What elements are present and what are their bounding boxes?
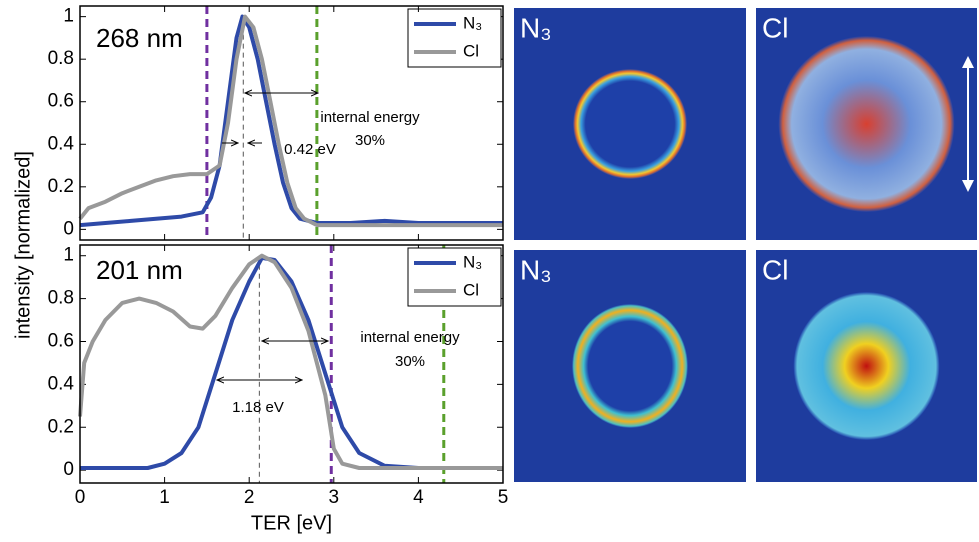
y-tick-label: 0.4 xyxy=(48,133,75,154)
series-line xyxy=(78,253,503,470)
plot-frame xyxy=(79,5,504,241)
annotation: 1.18 eV xyxy=(232,399,284,416)
y-tick-label: 0 xyxy=(63,218,74,239)
x-tick-label: 0 xyxy=(75,487,86,508)
image-signal xyxy=(572,304,688,428)
plot-frame xyxy=(79,244,504,484)
panel-label: N₃ xyxy=(520,12,552,43)
x-tick-label: 2 xyxy=(244,487,255,508)
panel-label: Cl xyxy=(762,12,788,43)
x-tick-label: 5 xyxy=(498,487,509,508)
x-tick-label: 4 xyxy=(413,487,424,508)
y-tick-label: 0.2 xyxy=(48,416,74,437)
y-tick-label: 0.2 xyxy=(48,176,74,197)
series-line xyxy=(78,14,503,228)
legend-box xyxy=(407,8,502,68)
annotation: 201 nm xyxy=(96,255,183,285)
annotation: 268 nm xyxy=(96,23,183,53)
x-axis-label: TER [eV] xyxy=(251,512,332,534)
y-tick-label: 0 xyxy=(63,459,74,480)
y-tick-label: 0.6 xyxy=(48,91,74,112)
image-signal xyxy=(793,292,940,440)
y-tick-label: 0.4 xyxy=(48,373,75,394)
legend-label: Cl xyxy=(463,280,479,299)
x-tick-label: 3 xyxy=(329,487,340,508)
panel-label: N₃ xyxy=(520,254,552,285)
annotation: internal energy xyxy=(360,329,460,346)
image-signal xyxy=(573,69,687,179)
x-tick-label: 1 xyxy=(159,487,170,508)
line-chart: 0 0.2 0.4 0.6 0.8 1 268 nm internal energy 30% 0.… xyxy=(12,5,504,339)
series-line xyxy=(79,14,503,228)
y-axis-label: intensity [normalized] xyxy=(12,151,34,339)
y-tick-label: 1 xyxy=(63,245,74,266)
detector-images: N₃ Cl N₃ Cl xyxy=(514,8,977,482)
charts: 0 0.2 0.4 0.6 0.8 1 268 nm internal energy 30% 0.… xyxy=(12,5,509,534)
panel-label: Cl xyxy=(762,254,788,285)
annotation: 30% xyxy=(395,353,425,370)
annotation: 30% xyxy=(355,132,385,149)
y-tick-label: 0.8 xyxy=(48,48,74,69)
y-tick-label: 0.8 xyxy=(48,288,74,309)
legend-label: N₃ xyxy=(463,13,482,32)
legend-label: N₃ xyxy=(463,252,482,271)
legend-label: Cl xyxy=(463,41,479,60)
legend-box xyxy=(407,247,502,307)
image-signal xyxy=(778,36,955,212)
y-tick-label: 0.6 xyxy=(48,331,74,352)
annotation: internal energy xyxy=(320,109,420,126)
line-chart: 0 0.2 0.4 0.6 0.8 1 0 1 2 3 4 5 201 nm internal energ… xyxy=(48,6,509,534)
y-tick-label: 1 xyxy=(63,6,74,27)
annotation: 0.42 eV xyxy=(284,141,336,158)
